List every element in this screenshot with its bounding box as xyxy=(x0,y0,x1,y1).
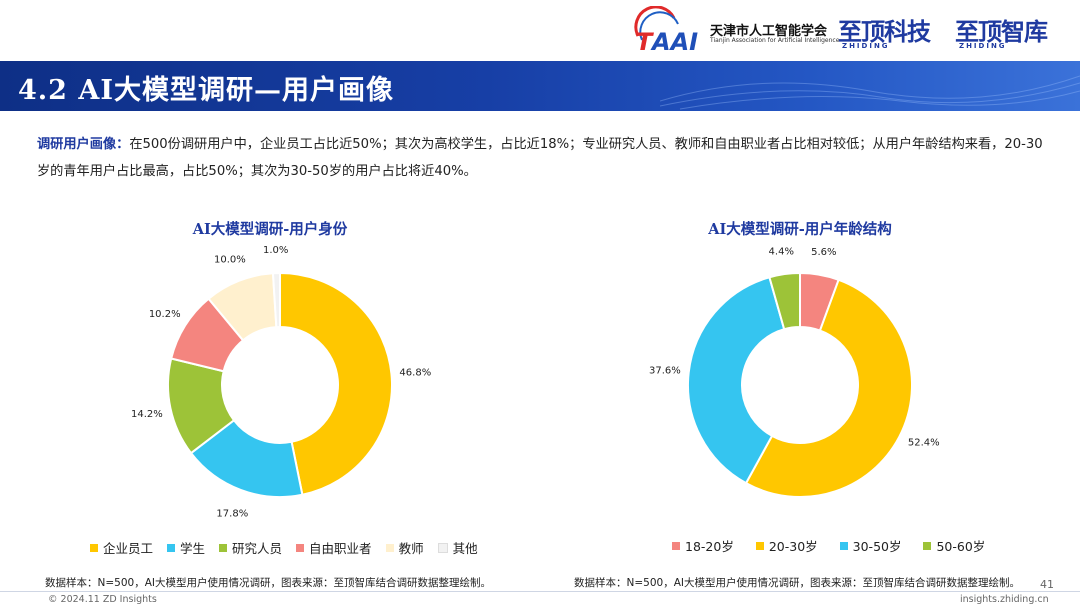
chart2-legend-item-2: 30-50岁 xyxy=(839,536,902,555)
footer-website: insights.zhiding.cn xyxy=(960,594,1049,605)
chart2-legend-label-2: 30-50岁 xyxy=(852,539,902,554)
zhiding-think-logo: 至顶智库 xyxy=(955,18,1048,46)
chart2-legend-item-1: 20-30岁 xyxy=(755,536,818,555)
chart1-legend-item-4: 教师 xyxy=(385,538,424,557)
summary-text: 在500份调研用户中，企业员工占比近50%；其次为高校学生，占比近18%；专业研… xyxy=(37,137,1043,179)
chart1-legend-label-4: 教师 xyxy=(398,541,424,556)
zhiding-tech-logo: 至顶科技 xyxy=(838,18,931,46)
chart2-legend-swatch-1 xyxy=(755,541,764,550)
svg-text:T: T xyxy=(636,28,654,56)
chart1-legend-swatch-1 xyxy=(167,543,176,552)
chart2-legend-label-1: 20-30岁 xyxy=(768,539,818,554)
chart1-legend-swatch-0 xyxy=(90,543,98,552)
chart1-legend-item-5: 其他 xyxy=(437,538,478,557)
chart2-legend-label-3: 50-60岁 xyxy=(936,539,986,554)
chart1-legend-label-0: 企业员工 xyxy=(103,541,154,556)
chart2-slice-2 xyxy=(687,276,786,485)
chart1-legend-item-1: 学生 xyxy=(167,538,205,557)
chart1-legend-swatch-3 xyxy=(296,543,305,552)
zhiding-think-sub: ZHIDING xyxy=(959,42,1007,50)
chart2-slice-1 xyxy=(744,278,913,498)
taai-logo-icon: T AAI xyxy=(634,5,698,56)
header-logos: T AAI 天津市人工智能学会 Tianjin Association for … xyxy=(630,5,1070,56)
association-name-en: Tianjin Association for Artificial Intel… xyxy=(710,37,840,44)
chart2-legend-item-3: 50-60岁 xyxy=(923,536,985,555)
chart2-label-1: 52.4% xyxy=(908,437,940,448)
identity-legend: 企业员工 学生 研究人员 自由职业者 教师 其他 xyxy=(90,538,478,557)
chart-title-age: AI大模型调研-用户年龄结构 xyxy=(708,221,892,238)
footer-divider xyxy=(0,591,1080,592)
summary-paragraph: 调研用户画像：在500份调研用户中，企业员工占比近50%；其次为高校学生，占比近… xyxy=(37,131,1047,185)
chart1-label-1: 17.8% xyxy=(216,508,248,519)
page-number: 41 xyxy=(1040,578,1054,591)
chart-title-identity: AI大模型调研-用户身份 xyxy=(192,221,348,238)
chart1-slice-0 xyxy=(279,271,393,496)
chart1-legend-swatch-4 xyxy=(385,543,394,552)
chart1-legend-label-2: 研究人员 xyxy=(232,541,283,556)
chart1-legend-label-5: 其他 xyxy=(452,541,478,556)
decorative-wave xyxy=(660,75,1080,110)
svg-text:AAI: AAI xyxy=(650,28,698,56)
title-band: 4.2 AI大模型调研—用户画像 xyxy=(0,61,1080,111)
age-legend: 18-20岁 20-30岁 30-50岁 50-60岁 xyxy=(672,536,985,555)
chart1-legend-item-2: 研究人员 xyxy=(219,538,282,557)
chart1-label-5: 1.0% xyxy=(263,245,288,256)
summary-lead: 调研用户画像： xyxy=(37,137,130,152)
zhiding-tech-sub: ZHIDING xyxy=(842,42,890,50)
chart1-label-4: 10.0% xyxy=(214,255,246,266)
chart1-legend-swatch-2 xyxy=(219,543,228,552)
chart1-label-0: 46.8% xyxy=(399,367,431,378)
association-name-cn: 天津市人工智能学会 xyxy=(710,24,828,39)
footer-copyright: © 2024.11 ZD Insights xyxy=(48,594,157,605)
chart1-label-2: 14.2% xyxy=(131,409,163,420)
chart1-label-3: 10.2% xyxy=(149,309,181,320)
chart1-legend-item-0: 企业员工 xyxy=(90,538,153,557)
chart2-legend-swatch-2 xyxy=(839,541,848,550)
chart2-legend-label-0: 18-20岁 xyxy=(685,539,734,554)
age-donut-chart: 5.6% 52.4% 37.6% 4.4% xyxy=(649,246,940,498)
age-chart-source: 数据样本：N=500，AI大模型用户使用情况调研，图表来源：至顶智库结合调研数据… xyxy=(574,577,1020,589)
chart1-legend-label-3: 自由职业者 xyxy=(309,541,372,556)
page-title: 4.2 AI大模型调研—用户画像 xyxy=(18,75,394,106)
chart1-slice-5 xyxy=(271,271,281,329)
chart2-label-2: 37.6% xyxy=(649,366,681,377)
chart1-legend-item-3: 自由职业者 xyxy=(296,538,372,557)
chart1-legend-label-1: 学生 xyxy=(180,541,206,556)
chart2-label-0: 5.6% xyxy=(811,247,836,258)
chart2-legend-swatch-0 xyxy=(672,541,680,550)
identity-chart-source: 数据样本：N=500，AI大模型用户使用情况调研，图表来源：至顶智库结合调研数据… xyxy=(45,577,491,589)
chart2-legend-item-0: 18-20岁 xyxy=(672,536,734,555)
chart2-legend-swatch-3 xyxy=(923,541,932,550)
chart2-slice-3 xyxy=(768,271,801,331)
chart2-label-3: 4.4% xyxy=(769,246,794,257)
chart1-legend-swatch-5 xyxy=(437,542,448,553)
identity-donut-chart: 46.8% 17.8% 14.2% 10.2% 10.0% 1.0% xyxy=(131,245,431,519)
